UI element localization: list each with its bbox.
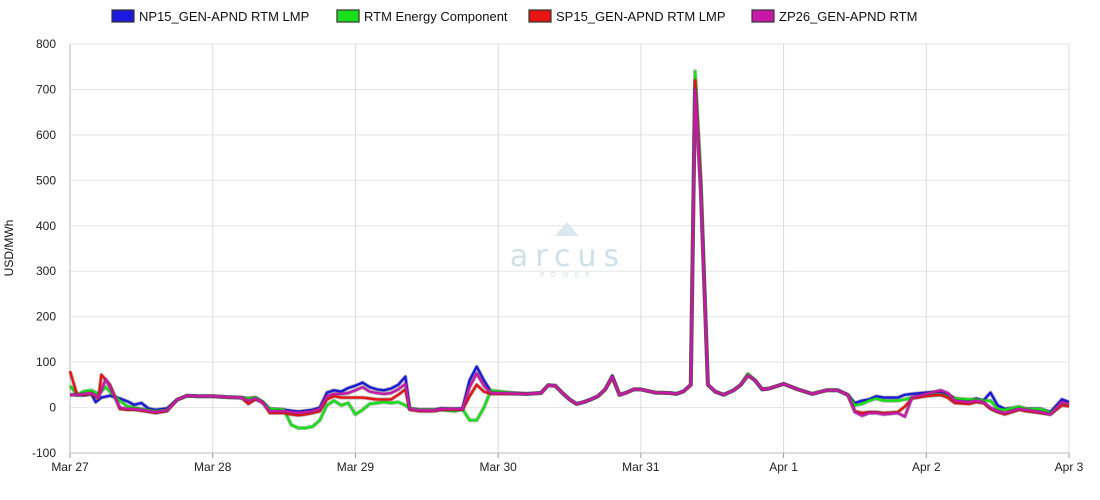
legend-swatch <box>528 9 552 23</box>
watermark-subtext: POWER <box>540 271 596 279</box>
series-line-zp26-gen-apnd-rtm[interactable] <box>70 88 1070 418</box>
y-tick-label: 400 <box>36 219 56 233</box>
y-tick-label: 500 <box>36 173 56 187</box>
watermark-logo-icon <box>555 222 579 236</box>
x-tick-label: Apr 1 <box>769 460 798 474</box>
y-tick-label: 100 <box>36 355 56 369</box>
legend-swatch <box>751 9 775 23</box>
legend-swatch <box>111 9 135 23</box>
legend: NP15_GEN-APND RTM LMP RTM Energy Componen… <box>111 9 917 24</box>
y-tick-label: -100 <box>32 446 56 460</box>
y-tick-label: 300 <box>36 264 56 278</box>
series-lines <box>68 69 1070 430</box>
legend-swatch <box>336 9 360 23</box>
legend-item[interactable]: ZP26_GEN-APND RTM <box>751 9 917 24</box>
legend-label: ZP26_GEN-APND RTM <box>779 9 917 24</box>
x-tick-label: Mar 28 <box>194 460 232 474</box>
y-tick-label: 600 <box>36 128 56 142</box>
legend-item[interactable]: SP15_GEN-APND RTM LMP <box>528 9 726 24</box>
x-tick-label: Apr 2 <box>912 460 941 474</box>
legend-label: NP15_GEN-APND RTM LMP <box>139 9 309 24</box>
arcus-watermark: arcus POWER <box>510 222 626 279</box>
x-tick-label: Mar 29 <box>337 460 375 474</box>
watermark-text: arcus <box>510 239 626 274</box>
x-tick-label: Mar 27 <box>51 460 89 474</box>
y-tick-label: 700 <box>36 82 56 96</box>
y-tick-label: 200 <box>36 310 56 324</box>
legend-item[interactable]: RTM Energy Component <box>336 9 508 24</box>
legend-item[interactable]: NP15_GEN-APND RTM LMP <box>111 9 309 24</box>
legend-label: RTM Energy Component <box>364 9 508 24</box>
y-tick-label: 0 <box>49 401 56 415</box>
x-tick-label: Mar 31 <box>622 460 660 474</box>
y-tick-label: 800 <box>36 37 56 51</box>
y-axis-title: USD/MWh <box>2 220 16 277</box>
axes: -100 0 100 200 300 400 500 600 700 800 Mar 27 Mar 2… <box>32 37 1084 474</box>
x-tick-label: Apr 3 <box>1055 460 1084 474</box>
legend-label: SP15_GEN-APND RTM LMP <box>556 9 726 24</box>
x-tick-label: Mar 30 <box>479 460 517 474</box>
